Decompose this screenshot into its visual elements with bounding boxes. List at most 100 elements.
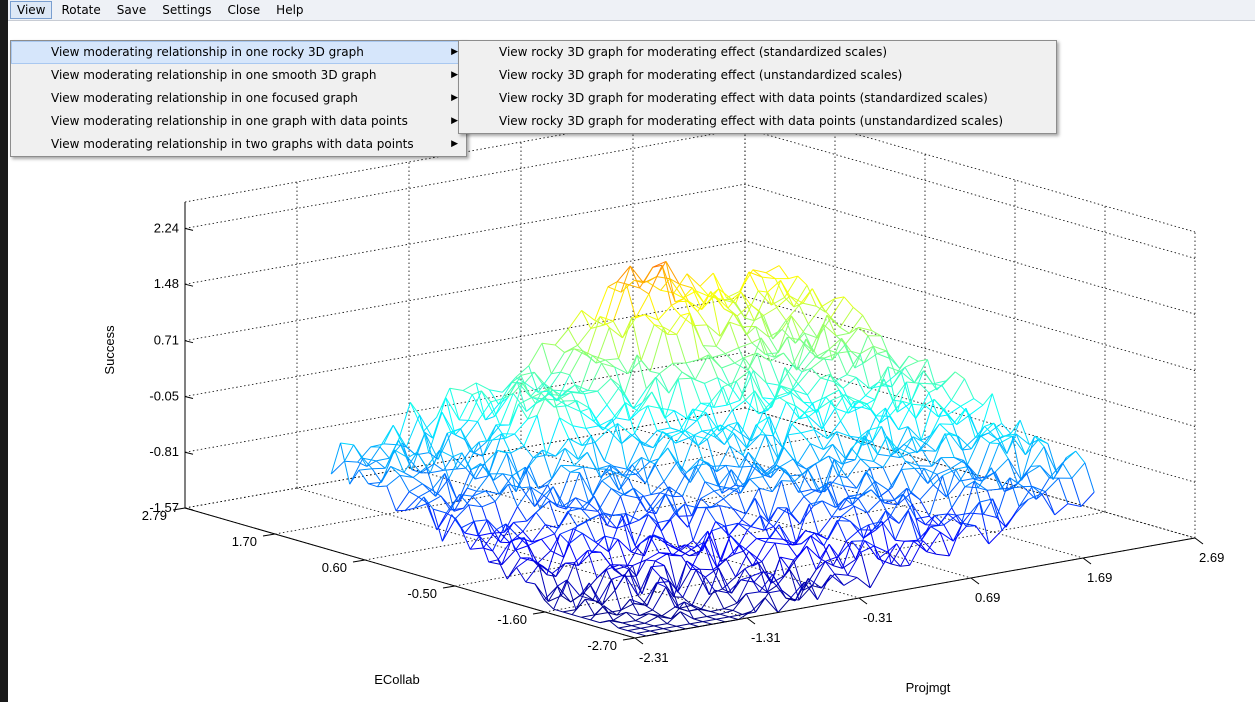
mesh-line <box>465 467 476 480</box>
mesh-line <box>737 422 752 442</box>
menu-rotate[interactable]: Rotate <box>61 3 101 17</box>
mesh-line <box>562 506 572 508</box>
mesh-line <box>763 571 773 575</box>
mesh-line <box>917 539 928 553</box>
mesh-line <box>974 425 985 438</box>
mesh-line <box>606 404 617 419</box>
mesh-line <box>845 529 860 542</box>
mesh-line <box>727 307 738 317</box>
mesh-line <box>746 434 761 449</box>
mesh-line <box>670 427 680 432</box>
mesh-line <box>668 378 679 394</box>
mesh-line <box>835 335 846 345</box>
mesh-line <box>750 409 765 442</box>
mesh-line <box>670 519 681 552</box>
mesh-line <box>739 544 750 552</box>
mesh-line <box>710 611 721 615</box>
menu-help[interactable]: Help <box>276 3 304 17</box>
mesh-line <box>425 467 437 497</box>
menu-item-smooth-3d[interactable]: View moderating relationship in one smoo… <box>11 64 466 87</box>
mesh-line <box>636 354 647 389</box>
grid-line <box>184 240 1196 372</box>
mesh-line <box>629 519 640 525</box>
mesh-line <box>403 452 418 473</box>
mesh-line <box>598 425 609 431</box>
mesh-line <box>903 443 918 454</box>
mesh-line <box>854 435 865 460</box>
mesh-line <box>848 315 864 334</box>
mesh-line <box>899 452 910 459</box>
mesh-line <box>550 550 565 558</box>
mesh-line <box>424 432 435 464</box>
mesh-line <box>617 539 632 553</box>
mesh-line <box>565 562 575 564</box>
mesh-line <box>613 569 624 577</box>
mesh-line <box>652 586 667 611</box>
mesh-line <box>672 362 683 373</box>
submenu-item-points-standardized[interactable]: View rocky 3D graph for moderating effec… <box>459 87 1056 110</box>
submenu-item-points-unstandardized[interactable]: View rocky 3D graph for moderating effec… <box>459 110 1056 133</box>
mesh-line <box>684 298 695 326</box>
mesh-line <box>964 480 975 488</box>
menu-item-focused[interactable]: View moderating relationship in one focu… <box>11 87 466 110</box>
mesh-line <box>937 399 952 417</box>
menu-item-data-points[interactable]: View moderating relationship in one grap… <box>11 110 466 133</box>
mesh-line <box>833 459 844 486</box>
mesh-line <box>498 483 509 495</box>
mesh-line <box>614 366 625 396</box>
mesh-line <box>604 460 614 467</box>
submenu-item-standardized[interactable]: View rocky 3D graph for moderating effec… <box>459 41 1056 64</box>
mesh-line <box>560 371 570 376</box>
menu-settings[interactable]: Settings <box>162 3 212 17</box>
mesh-line <box>482 529 497 549</box>
mesh-line <box>597 578 613 602</box>
mesh-line <box>499 393 514 426</box>
mesh-line <box>902 493 913 505</box>
mesh-line <box>790 315 805 334</box>
mesh-line <box>926 551 937 555</box>
mesh-line <box>661 265 676 302</box>
mesh-line <box>650 566 661 578</box>
mesh-line <box>781 328 796 344</box>
menu-item-two-graphs[interactable]: View moderating relationship in two grap… <box>11 133 466 156</box>
mesh-line <box>727 592 738 604</box>
mesh-line <box>527 392 542 420</box>
mesh-line <box>776 569 791 587</box>
mesh-line <box>1062 462 1073 479</box>
mesh-line <box>617 423 628 470</box>
mesh-line <box>606 564 620 571</box>
mesh-line <box>733 432 748 449</box>
mesh-line <box>866 499 881 514</box>
mesh-line <box>942 468 956 477</box>
menu-item-rocky-3d[interactable]: View moderating relationship in one rock… <box>11 41 466 64</box>
mesh-line <box>691 287 703 310</box>
mesh-line <box>686 273 697 292</box>
mesh-line <box>589 514 600 520</box>
mesh-line <box>840 420 851 437</box>
menu-save[interactable]: Save <box>116 3 147 17</box>
mesh-line <box>764 597 779 613</box>
submenu-item-unstandardized[interactable]: View rocky 3D graph for moderating effec… <box>459 64 1056 87</box>
mesh-line <box>861 480 876 495</box>
mesh-line <box>647 514 658 524</box>
mesh-line <box>490 532 501 543</box>
mesh-line <box>869 564 884 589</box>
mesh-line <box>792 543 802 546</box>
mesh-line <box>665 261 676 302</box>
menu-view[interactable]: View <box>10 1 53 19</box>
z-tick-label: 2.24 <box>154 220 179 235</box>
mesh-line <box>599 316 610 328</box>
mesh-line <box>466 463 481 489</box>
mesh-line <box>422 483 436 497</box>
mesh-line <box>960 512 971 526</box>
mesh-line <box>678 515 689 528</box>
mesh-line <box>721 484 736 494</box>
mesh-line <box>666 543 677 549</box>
mesh-line <box>618 317 633 359</box>
mesh-line <box>649 458 659 463</box>
mesh-line <box>761 542 776 562</box>
mesh-line <box>658 447 669 460</box>
mesh-line <box>485 490 500 495</box>
mesh-line <box>670 611 681 620</box>
menu-close[interactable]: Close <box>227 3 261 17</box>
